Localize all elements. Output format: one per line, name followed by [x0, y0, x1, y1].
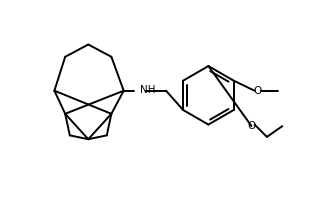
Text: O: O	[253, 86, 262, 96]
Text: O: O	[247, 121, 256, 131]
Text: NH: NH	[140, 85, 156, 95]
